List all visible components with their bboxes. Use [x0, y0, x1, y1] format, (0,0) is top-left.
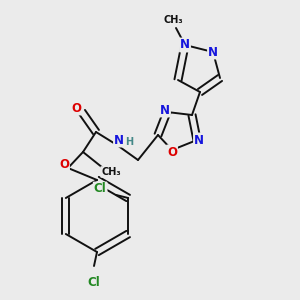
- Text: O: O: [167, 146, 177, 158]
- Text: Cl: Cl: [88, 275, 100, 289]
- Text: N: N: [208, 46, 218, 59]
- Text: CH₃: CH₃: [163, 15, 183, 25]
- Text: N: N: [180, 38, 190, 52]
- Text: O: O: [59, 158, 69, 172]
- Text: O: O: [71, 101, 81, 115]
- Text: N: N: [160, 103, 170, 116]
- Text: Cl: Cl: [94, 182, 106, 196]
- Text: CH₃: CH₃: [101, 167, 121, 177]
- Text: H: H: [125, 137, 133, 147]
- Text: N: N: [114, 134, 124, 146]
- Text: N: N: [194, 134, 204, 146]
